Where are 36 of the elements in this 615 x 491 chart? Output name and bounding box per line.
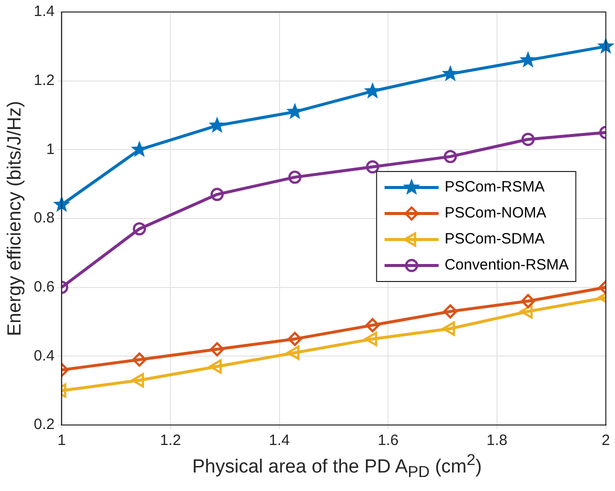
point <box>366 160 380 174</box>
y-tick-label: 1 <box>46 140 55 158</box>
x-tick-label: 1.6 <box>378 432 399 450</box>
point <box>521 132 535 146</box>
point <box>288 332 302 346</box>
point <box>444 150 457 164</box>
x-tick-label: 1 <box>57 432 66 450</box>
point <box>364 82 382 98</box>
point <box>210 342 224 356</box>
y-tick-label: 0.8 <box>34 210 55 227</box>
y-tick-label: 1.2 <box>34 72 55 89</box>
y-tick-label: 0.2 <box>34 416 55 434</box>
point <box>210 188 224 202</box>
point <box>519 51 537 68</box>
point <box>365 318 380 332</box>
point <box>286 102 304 120</box>
x-tick-label: 1.2 <box>160 432 181 450</box>
y-axis-title: Energy efficiency (bits/J/Hz) <box>4 100 26 336</box>
point <box>208 116 226 133</box>
legend-label: PSCom-NOMA <box>444 204 546 222</box>
legend-label: PSCom-RSMA <box>444 178 545 196</box>
x-axis-title: Physical area of the PD A$_{PD}$ (cm$^{2}$) <box>191 452 483 482</box>
x-tick-label: 1.4 <box>268 432 290 450</box>
legend-label: PSCom-SDMA <box>444 230 545 248</box>
legend-label: Convention-RSMA <box>444 256 569 274</box>
point <box>442 64 459 82</box>
point <box>520 294 536 308</box>
point <box>288 170 302 184</box>
point <box>132 352 147 367</box>
y-tick-label: 1.4 <box>34 3 55 20</box>
x-tick-label: 2 <box>602 432 610 450</box>
x-tick-label: 1.8 <box>486 432 508 450</box>
y-tick-label: 0.6 <box>34 278 55 296</box>
point <box>443 304 458 319</box>
y-tick-label: 0.4 <box>34 347 55 364</box>
point <box>132 222 146 236</box>
